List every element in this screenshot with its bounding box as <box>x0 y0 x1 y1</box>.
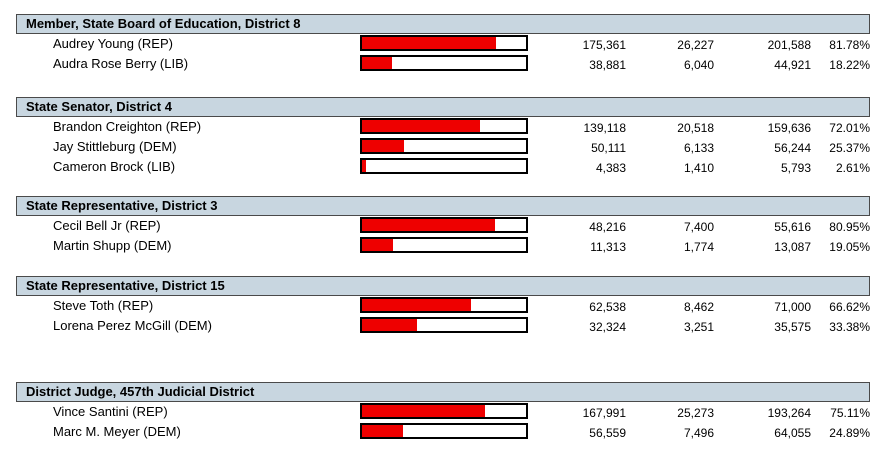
election-day-votes: 25,273 <box>677 406 714 420</box>
race-block: State Representative, District 15 Steve T… <box>16 276 870 336</box>
candidate-row: Lorena Perez McGill (DEM) 32,324 3,251 35,5… <box>16 316 870 336</box>
vote-share-fill <box>362 299 472 311</box>
vote-percent: 81.78% <box>829 38 870 52</box>
candidate-row: Cameron Brock (LIB) 4,383 1,410 5,793 2.61% <box>16 157 870 177</box>
vote-share-bar <box>360 423 528 439</box>
candidate-row: Vince Santini (REP) 167,991 25,273 193,264 7… <box>16 402 870 422</box>
early-votes: 11,313 <box>590 240 626 254</box>
vote-percent: 75.11% <box>830 406 870 420</box>
candidate-row: Marc M. Meyer (DEM) 56,559 7,496 64,055 24.8… <box>16 422 870 442</box>
vote-share-fill <box>362 37 497 49</box>
race-title: District Judge, 457th Judicial District <box>16 382 870 402</box>
candidate-name: Martin Shupp (DEM) <box>53 238 172 253</box>
early-votes: 175,361 <box>582 38 626 52</box>
candidate-row: Brandon Creighton (REP) 139,118 20,518 159,… <box>16 117 870 137</box>
candidate-name: Steve Toth (REP) <box>53 298 154 313</box>
vote-share-fill <box>362 57 392 69</box>
vote-share-bar <box>360 138 528 154</box>
candidate-name: Audra Rose Berry (LIB) <box>53 56 189 71</box>
early-votes: 139,118 <box>583 121 627 135</box>
race-block: District Judge, 457th Judicial District V… <box>16 382 870 442</box>
election-day-votes: 7,400 <box>683 220 714 234</box>
election-day-votes: 1,410 <box>683 161 714 175</box>
election-day-votes: 7,496 <box>683 426 714 440</box>
election-day-votes: 6,040 <box>683 58 714 72</box>
vote-share-fill <box>362 120 481 132</box>
vote-share-fill <box>362 425 403 437</box>
total-votes: 201,588 <box>767 38 811 52</box>
candidate-name: Vince Santini (REP) <box>53 404 168 419</box>
vote-percent: 33.38% <box>829 320 870 334</box>
candidate-name: Lorena Perez McGill (DEM) <box>53 318 212 333</box>
vote-percent: 25.37% <box>829 141 870 155</box>
total-votes: 44,921 <box>774 58 811 72</box>
vote-percent: 2.61% <box>835 161 870 175</box>
race-title: Member, State Board of Education, Distri… <box>16 14 870 34</box>
candidate-name: Cecil Bell Jr (REP) <box>53 218 161 233</box>
candidate-row: Jay Stittleburg (DEM) 50,111 6,133 56,244 25… <box>16 137 870 157</box>
race-block: Member, State Board of Education, Distri… <box>16 14 870 74</box>
election-day-votes: 3,251 <box>683 320 714 334</box>
early-votes: 32,324 <box>589 320 626 334</box>
candidate-row: Steve Toth (REP) 62,538 8,462 71,000 66.62% <box>16 296 870 316</box>
vote-percent: 19.05% <box>829 240 870 254</box>
vote-share-fill <box>362 405 486 417</box>
early-votes: 48,216 <box>589 220 626 234</box>
race-title: State Senator, District 4 <box>16 97 870 117</box>
candidate-name: Cameron Brock (LIB) <box>53 159 176 174</box>
total-votes: 159,636 <box>767 121 811 135</box>
candidate-name: Brandon Creighton (REP) <box>53 119 202 134</box>
vote-share-fill <box>362 319 417 331</box>
early-votes: 167,991 <box>582 406 626 420</box>
candidate-row: Audrey Young (REP) 175,361 26,227 201,588 81… <box>16 34 870 54</box>
election-day-votes: 20,518 <box>677 121 714 135</box>
total-votes: 13,087 <box>774 240 811 254</box>
vote-share-fill <box>362 160 367 172</box>
vote-share-bar <box>360 35 528 51</box>
vote-percent: 24.89% <box>829 426 870 440</box>
candidate-row: Cecil Bell Jr (REP) 48,216 7,400 55,616 80.9… <box>16 216 870 236</box>
vote-percent: 66.62% <box>829 300 870 314</box>
total-votes: 35,575 <box>774 320 811 334</box>
race-block: State Representative, District 3 Cecil Be… <box>16 196 870 256</box>
early-votes: 4,383 <box>595 161 626 175</box>
vote-share-fill <box>362 239 394 251</box>
election-day-votes: 26,227 <box>677 38 714 52</box>
early-votes: 38,881 <box>589 58 626 72</box>
candidate-row: Audra Rose Berry (LIB) 38,881 6,040 44,921 1… <box>16 54 870 74</box>
race-title: State Representative, District 15 <box>16 276 870 296</box>
candidate-name: Jay Stittleburg (DEM) <box>53 139 177 154</box>
early-votes: 56,559 <box>589 426 626 440</box>
vote-share-bar <box>360 237 528 253</box>
vote-percent: 72.01% <box>829 121 870 135</box>
vote-share-bar <box>360 317 528 333</box>
total-votes: 56,244 <box>774 141 811 155</box>
candidate-name: Audrey Young (REP) <box>53 36 173 51</box>
candidate-name: Marc M. Meyer (DEM) <box>53 424 181 439</box>
vote-share-bar <box>360 118 528 134</box>
early-votes: 62,538 <box>589 300 626 314</box>
vote-share-bar <box>360 158 528 174</box>
election-day-votes: 8,462 <box>683 300 714 314</box>
total-votes: 55,616 <box>774 220 811 234</box>
vote-share-fill <box>362 140 404 152</box>
election-day-votes: 6,133 <box>683 141 714 155</box>
election-day-votes: 1,774 <box>683 240 714 254</box>
race-block: State Senator, District 4 Brandon Creight… <box>16 97 870 177</box>
race-title: State Representative, District 3 <box>16 196 870 216</box>
vote-share-bar <box>360 297 528 313</box>
total-votes: 71,000 <box>774 300 811 314</box>
vote-share-bar <box>360 217 528 233</box>
vote-percent: 80.95% <box>829 220 870 234</box>
vote-share-bar <box>360 55 528 71</box>
vote-percent: 18.22% <box>829 58 870 72</box>
candidate-row: Martin Shupp (DEM) 11,313 1,774 13,087 19.05… <box>16 236 870 256</box>
vote-share-fill <box>362 219 495 231</box>
total-votes: 5,793 <box>780 161 811 175</box>
early-votes: 50,111 <box>591 141 626 155</box>
total-votes: 64,055 <box>774 426 811 440</box>
total-votes: 193,264 <box>767 406 811 420</box>
vote-share-bar <box>360 403 528 419</box>
